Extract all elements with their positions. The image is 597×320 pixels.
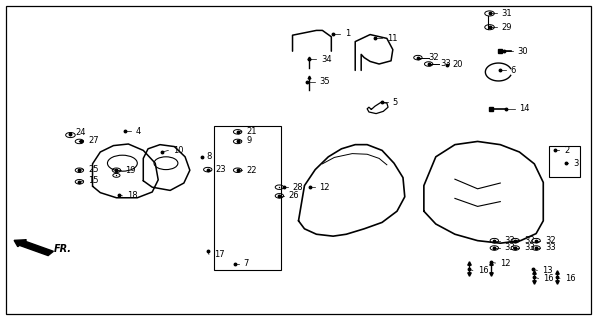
Text: 9: 9 bbox=[247, 136, 252, 145]
Text: 23: 23 bbox=[215, 165, 226, 174]
Text: 33: 33 bbox=[545, 244, 556, 252]
Text: 17: 17 bbox=[214, 250, 224, 259]
Text: 11: 11 bbox=[387, 34, 398, 43]
Text: 24: 24 bbox=[76, 128, 87, 137]
Text: 12: 12 bbox=[319, 183, 330, 192]
Text: 32: 32 bbox=[504, 236, 515, 245]
Text: 6: 6 bbox=[510, 66, 516, 75]
Text: 32: 32 bbox=[545, 236, 556, 245]
Text: FR.: FR. bbox=[54, 244, 72, 254]
Text: 21: 21 bbox=[247, 127, 257, 136]
Text: 10: 10 bbox=[173, 146, 184, 155]
Text: 4: 4 bbox=[136, 127, 141, 136]
Text: 34: 34 bbox=[321, 55, 332, 64]
Text: 3: 3 bbox=[573, 159, 578, 168]
Text: 18: 18 bbox=[127, 191, 138, 200]
Text: 5: 5 bbox=[393, 98, 398, 107]
Text: 26: 26 bbox=[288, 191, 299, 200]
Text: 31: 31 bbox=[501, 9, 512, 18]
Text: 7: 7 bbox=[244, 260, 249, 268]
Text: 16: 16 bbox=[478, 266, 488, 275]
Text: 16: 16 bbox=[543, 274, 554, 283]
Bar bbox=[214, 126, 281, 270]
Text: 13: 13 bbox=[542, 266, 553, 275]
Text: 19: 19 bbox=[125, 166, 136, 175]
Text: 12: 12 bbox=[500, 259, 511, 268]
Text: 33: 33 bbox=[441, 60, 451, 68]
Text: 20: 20 bbox=[453, 60, 463, 69]
Text: 25: 25 bbox=[88, 165, 99, 174]
Text: 33: 33 bbox=[524, 244, 535, 252]
Text: 14: 14 bbox=[519, 104, 530, 113]
Text: 29: 29 bbox=[501, 23, 512, 32]
Text: 30: 30 bbox=[518, 47, 528, 56]
Text: 32: 32 bbox=[524, 236, 535, 245]
Text: 28: 28 bbox=[293, 183, 303, 192]
Bar bbox=[549, 146, 580, 177]
Text: 16: 16 bbox=[565, 274, 576, 283]
Text: 15: 15 bbox=[88, 176, 99, 185]
Text: 8: 8 bbox=[206, 152, 211, 161]
Text: 32: 32 bbox=[429, 53, 439, 62]
Text: 2: 2 bbox=[564, 146, 570, 155]
FancyArrow shape bbox=[14, 240, 53, 256]
Text: 33: 33 bbox=[504, 244, 515, 252]
Text: 35: 35 bbox=[319, 77, 330, 86]
Text: 22: 22 bbox=[247, 166, 257, 175]
Text: 1: 1 bbox=[345, 29, 350, 38]
Text: 27: 27 bbox=[88, 136, 99, 145]
